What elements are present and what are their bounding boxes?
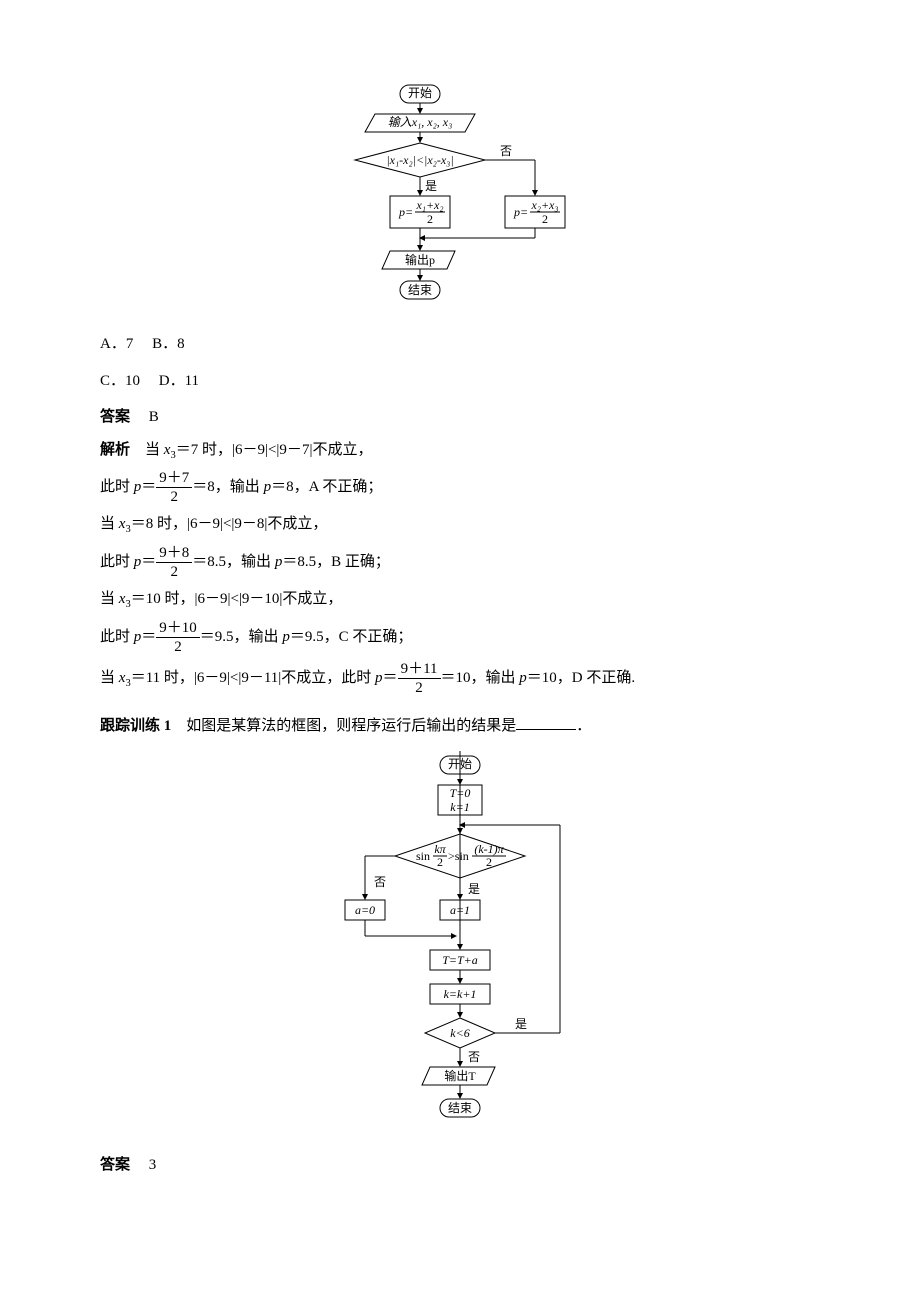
svg-text:2: 2 [427, 212, 433, 226]
svg-text:p=: p= [398, 205, 413, 219]
svg-text:a=0: a=0 [355, 903, 375, 917]
svg-text:结束: 结束 [448, 1101, 472, 1115]
ex2-text: 如图是某算法的框图，则程序运行后输出的结果是 [186, 718, 516, 734]
svg-text:T=T+a: T=T+a [442, 953, 478, 967]
svg-text:是: 是 [425, 179, 437, 193]
jiexi-line-2: 此时 p＝9＋72＝8，输出 p＝8，A 不正确； [100, 469, 820, 506]
svg-text:输入x₁, x₂, x₃: 输入x₁, x₂, x₃ [388, 115, 453, 129]
svg-text:否: 否 [500, 144, 512, 158]
svg-text:是: 是 [515, 1017, 527, 1031]
answer2-label: 答案 [100, 1157, 130, 1173]
svg-text:2: 2 [437, 855, 443, 869]
option-b: B．8 [152, 336, 185, 352]
jiexi-line-1: 解析 当 x3＝7 时，|6－9|<|9－7|不成立， [100, 436, 820, 466]
jiexi-line-5: 当 x3＝10 时，|6－9|<|9－10|不成立， [100, 585, 820, 615]
option-c: C．10 [100, 373, 140, 389]
exercise-2: 跟踪训练 1 如图是某算法的框图，则程序运行后输出的结果是． [100, 712, 820, 741]
jiexi-line-6: 此时 p＝9＋102＝9.5，输出 p＝9.5，C 不正确； [100, 619, 820, 656]
option-line-1: A．7 B．8 [100, 330, 820, 359]
ex2-label: 跟踪训练 1 [100, 718, 171, 734]
svg-text:否: 否 [468, 1050, 480, 1064]
svg-text:sin: sin [416, 849, 430, 863]
answer-label: 答案 [100, 409, 130, 425]
svg-text:输出T: 输出T [444, 1068, 476, 1083]
svg-text:k<6: k<6 [450, 1026, 469, 1040]
option-a: A．7 [100, 336, 133, 352]
answer-line: 答案 B [100, 403, 820, 432]
jiexi-line-3: 当 x3＝8 时，|6－9|<|9－8|不成立， [100, 510, 820, 540]
blank [516, 714, 576, 730]
answer-value: B [149, 409, 159, 425]
svg-text:>sin: >sin [448, 849, 469, 863]
svg-text:kπ: kπ [434, 842, 446, 856]
svg-text:|x₁-x₂|<|x₂-x₃|: |x₁-x₂|<|x₂-x₃| [386, 153, 453, 167]
jiexi-label: 解析 [100, 442, 130, 458]
svg-text:是: 是 [468, 882, 480, 896]
flowchart-1: 开始 输入x₁, x₂, x₃ |x₁-x₂|<|x₂-x₃| 否 是 p= x… [100, 80, 820, 310]
svg-text:p=: p= [513, 205, 528, 219]
option-line-2: C．10 D．11 [100, 367, 820, 396]
flowchart-2: 开始 T=0 k=1 sin kπ 2 >sin (k-1)π 2 否 a=0 … [100, 751, 820, 1131]
option-d: D．11 [159, 373, 199, 389]
jiexi-line-4: 此时 p＝9＋82＝8.5，输出 p＝8.5，B 正确； [100, 544, 820, 581]
svg-text:(k-1)π: (k-1)π [474, 842, 504, 856]
svg-text:否: 否 [374, 875, 386, 889]
answer2-value: 3 [149, 1157, 157, 1173]
answer2-line: 答案 3 [100, 1151, 820, 1180]
jiexi-line-7: 当 x3＝11 时，|6－9|<|9－11|不成立，此时 p＝9＋112＝10，… [100, 660, 820, 697]
svg-text:结束: 结束 [408, 283, 432, 297]
svg-text:x₂+x₃: x₂+x₃ [530, 198, 558, 212]
svg-text:2: 2 [486, 855, 492, 869]
svg-text:开始: 开始 [408, 86, 432, 100]
svg-text:k=k+1: k=k+1 [444, 987, 477, 1001]
svg-text:输出p: 输出p [405, 252, 435, 267]
svg-text:2: 2 [542, 212, 548, 226]
svg-text:x₁+x₂: x₁+x₂ [415, 198, 443, 212]
